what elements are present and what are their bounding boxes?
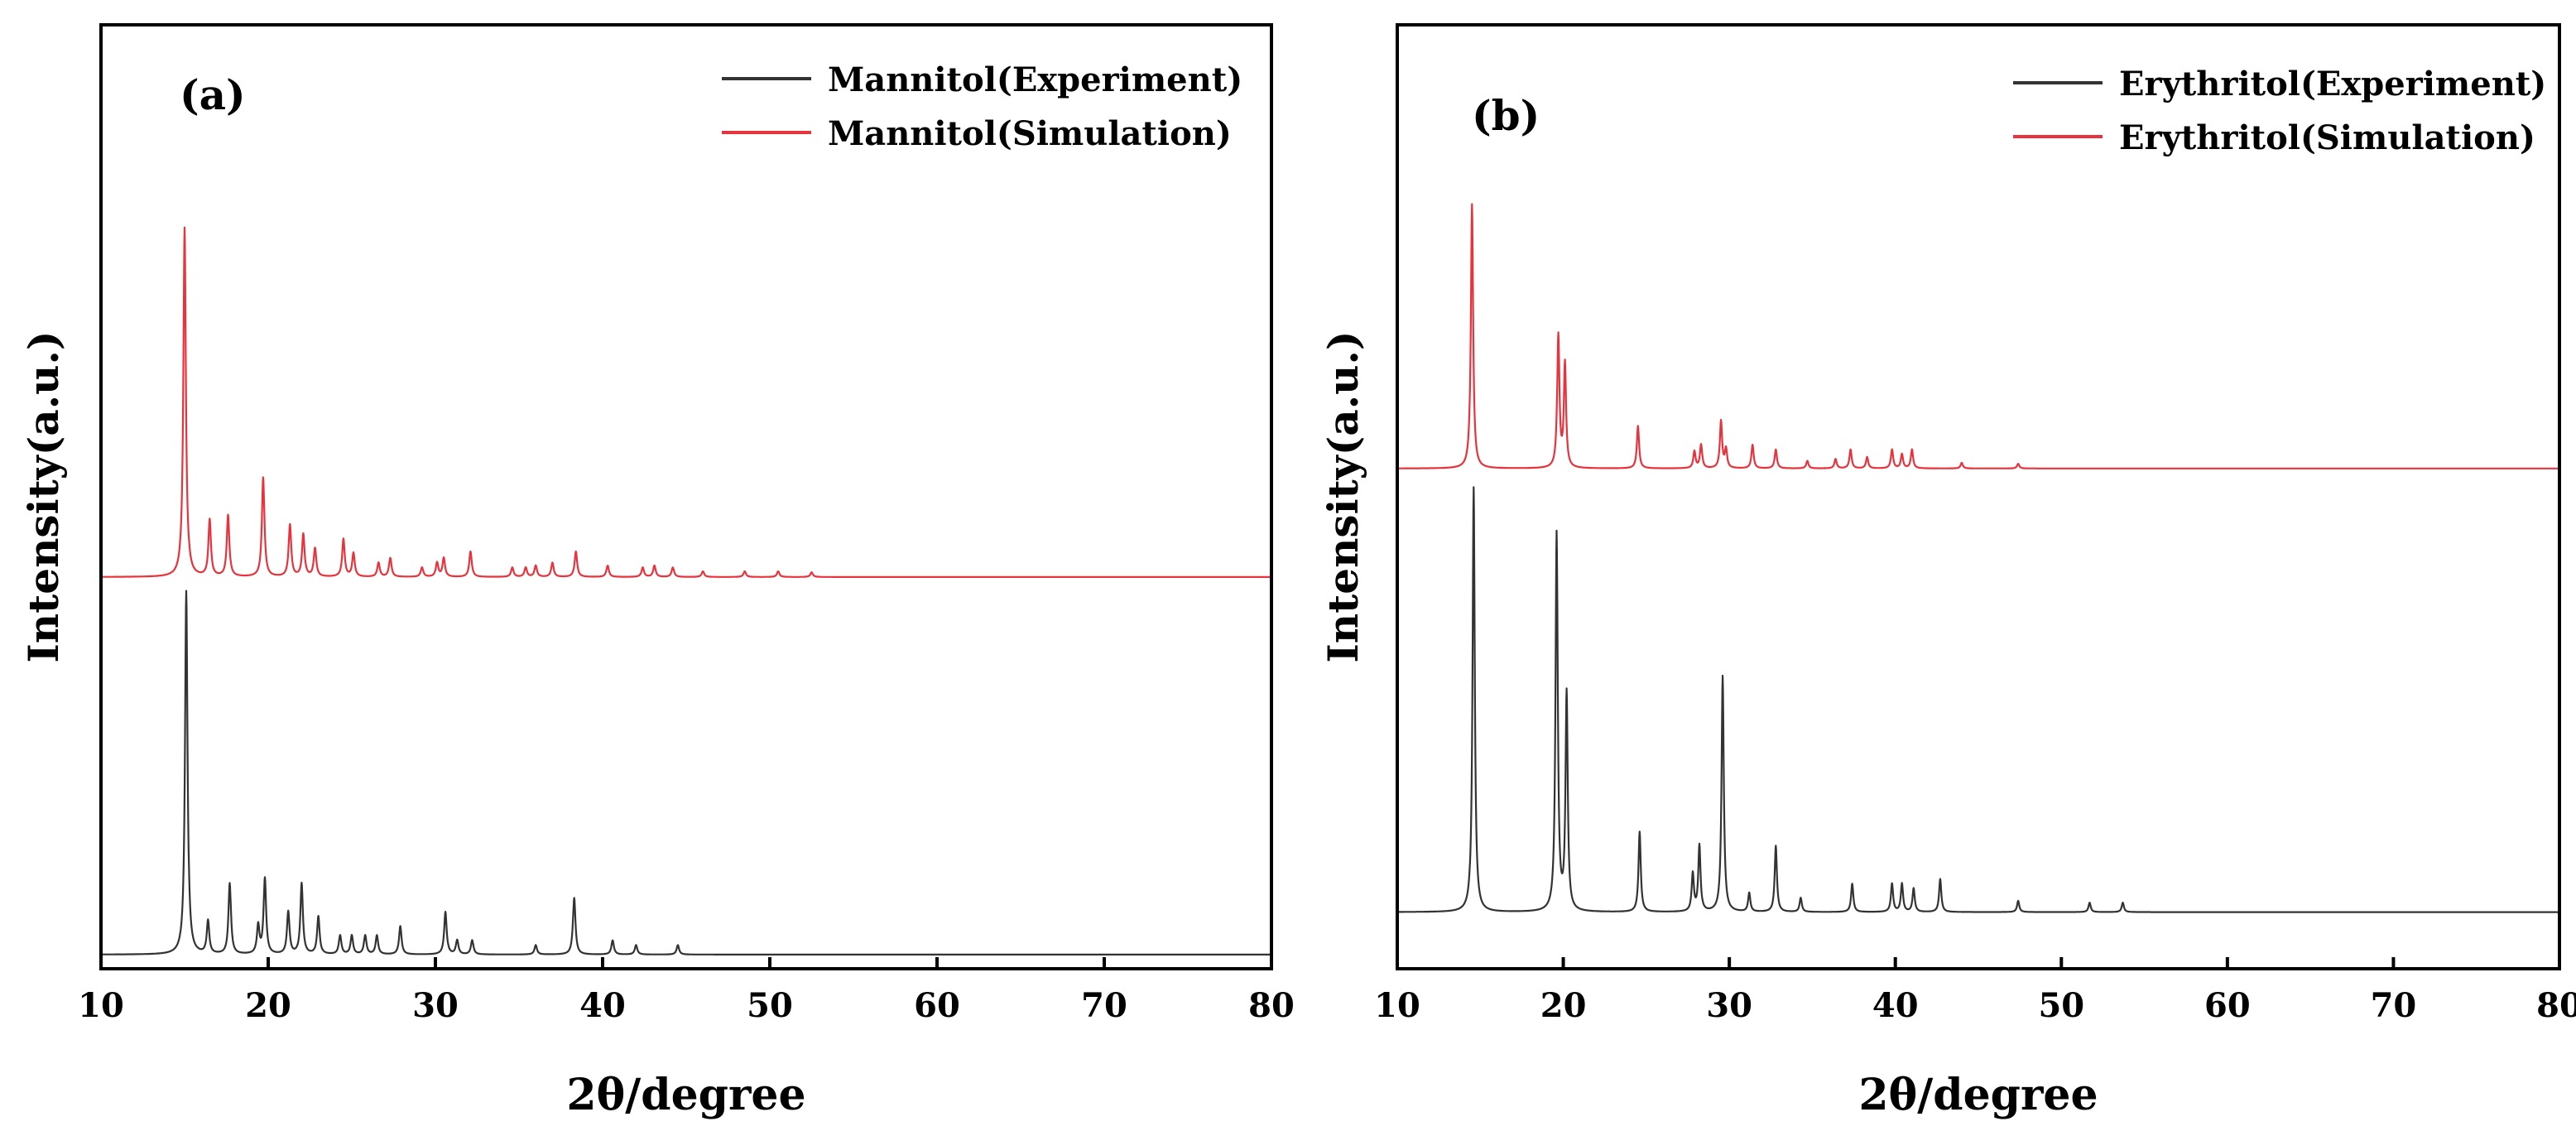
panel-b-x-tick-label-60: 60	[2204, 986, 2251, 1025]
panel-b-x-tick-label-30: 30	[1706, 986, 1752, 1025]
panel-a-legend: Mannitol(Experiment) Mannitol(Simulation…	[722, 60, 1242, 153]
panel-b-x-tick-label-20: 20	[1540, 986, 1587, 1025]
panel-b-series-simulation-line	[1396, 203, 2560, 469]
panel-b-frame	[1396, 23, 2561, 970]
panel-b-x-tick-label-80: 80	[2536, 986, 2576, 1025]
panel-a-series-experiment-line	[100, 590, 1272, 956]
panel-a-x-tick-label-20: 20	[245, 986, 291, 1025]
panel-a-x-axis-label: 2θ/degree	[566, 1070, 805, 1120]
panel-a-frame	[99, 23, 1273, 970]
panel-b-x-ticks: 10 20 30 40 50 60 70 80	[1374, 957, 2576, 1025]
panel-a-x-tick-label-80: 80	[1248, 986, 1295, 1025]
panel-a: 10 20 30 40 50 60 70 80 (a) Mannitol(Experiment…	[19, 23, 1295, 1120]
panel-a-legend-label-simulation: Mannitol(Simulation)	[828, 114, 1232, 153]
panel-a-x-tick-label-40: 40	[579, 986, 626, 1025]
panel-a-x-ticks: 10 20 30 40 50 60 70 80	[78, 957, 1295, 1025]
panel-b-legend-label-simulation: Erythritol(Simulation)	[2119, 118, 2535, 157]
panel-b-x-tick-label-50: 50	[2038, 986, 2084, 1025]
panel-b-y-axis-label: Intensity(a.u.)	[1319, 330, 1367, 662]
panel-b-series-layer	[1396, 203, 2560, 913]
panel-a-x-tick-label-70: 70	[1081, 986, 1127, 1025]
panel-a-series-layer	[100, 226, 1272, 956]
panel-a-x-tick-label-60: 60	[914, 986, 960, 1025]
panel-b-x-tick-label-70: 70	[2371, 986, 2417, 1025]
panel-a-series-simulation-line	[100, 226, 1272, 579]
panel-a-label: (a)	[180, 70, 246, 119]
panel-b-label: (b)	[1472, 91, 1540, 140]
panel-b: 10 20 30 40 50 60 70 80 (b) Erythritol(Experime…	[1319, 23, 2576, 1120]
panel-a-x-tick-label-50: 50	[747, 986, 793, 1025]
panel-a-x-tick-label-10: 10	[78, 986, 124, 1025]
panel-b-x-tick-label-10: 10	[1374, 986, 1420, 1025]
panel-b-x-tick-label-40: 40	[1872, 986, 1919, 1025]
panel-b-series-experiment-line	[1396, 486, 2560, 913]
panel-b-legend: Erythritol(Experiment) Erythritol(Simula…	[2013, 65, 2546, 157]
panel-a-legend-label-experiment: Mannitol(Experiment)	[828, 60, 1242, 99]
panel-b-legend-label-experiment: Erythritol(Experiment)	[2119, 65, 2546, 103]
panel-a-x-tick-label-30: 30	[412, 986, 459, 1025]
panel-b-x-axis-label: 2θ/degree	[1858, 1070, 2098, 1120]
panel-a-y-axis-label: Intensity(a.u.)	[19, 330, 68, 662]
